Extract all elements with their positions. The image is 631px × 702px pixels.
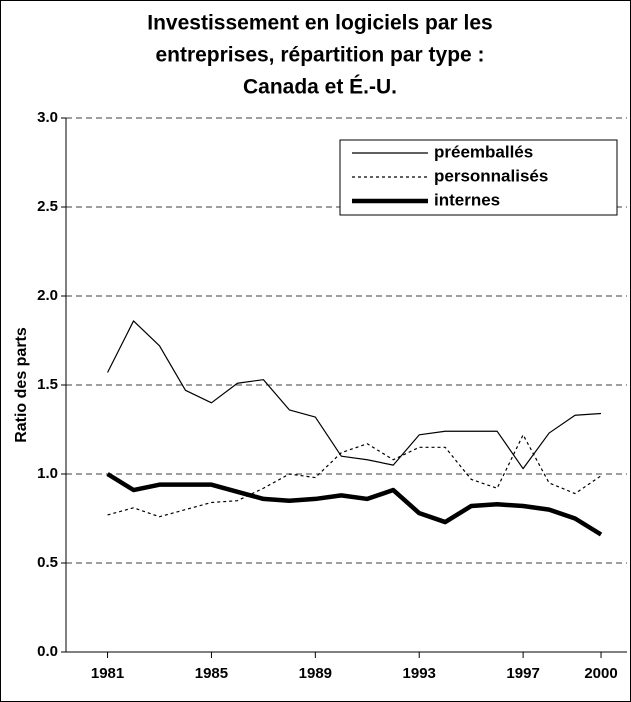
series-line (107, 434, 602, 518)
chart-title: entreprises, répartition par type : (155, 44, 484, 67)
x-tick-label: 1997 (506, 665, 539, 682)
series-line (106, 472, 603, 537)
legend-label: préemballés (434, 142, 533, 161)
legend-label: internes (434, 190, 500, 209)
x-tick-label: 1989 (299, 665, 332, 682)
x-tick-label: 1993 (403, 665, 436, 682)
y-tick-label: 2.0 (37, 287, 58, 304)
y-tick-label: 1.5 (37, 376, 58, 393)
legend-label: personnalisés (434, 166, 548, 185)
y-axis-label: Ratio des parts (13, 327, 30, 443)
chart-title: Canada et É.-U. (243, 76, 397, 99)
y-tick-label: 0.5 (37, 554, 58, 571)
x-tick-label: 1981 (91, 665, 124, 682)
x-tick-label: 1985 (195, 665, 228, 682)
series-line (107, 320, 602, 470)
y-tick-label: 3.0 (37, 109, 58, 126)
x-tick-label: 2000 (584, 665, 617, 682)
y-tick-label: 0.0 (37, 643, 58, 660)
y-tick-label: 1.0 (37, 465, 58, 482)
y-tick-label: 2.5 (37, 198, 58, 215)
chart-title: Investissement en logiciels par les (147, 12, 493, 35)
